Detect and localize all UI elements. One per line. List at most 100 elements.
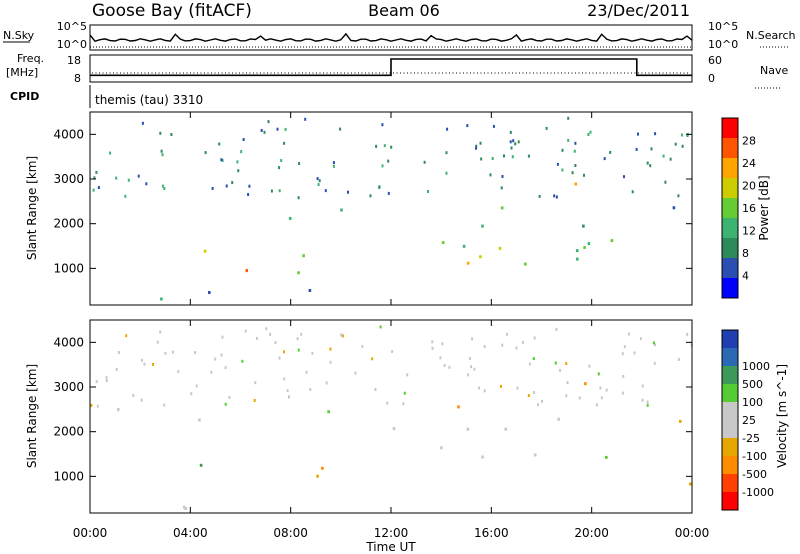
scatter-cell [583, 246, 586, 249]
scatter-cell [220, 353, 223, 357]
scatter-cell [278, 356, 281, 360]
scatter-cell [245, 269, 249, 273]
freq-label-line2: [MHz] [6, 66, 38, 79]
scatter-cell [479, 141, 482, 145]
scatter-cell [332, 161, 335, 165]
power-scatter [92, 116, 689, 301]
scatter-cell [489, 173, 492, 177]
x-tick-label: 00:00 [73, 526, 108, 540]
colorbar-tick-label: -25 [742, 432, 760, 445]
scatter-cell [391, 350, 394, 353]
scatter-cell [503, 154, 505, 158]
scatter-cell [537, 403, 539, 407]
scatter-cell [381, 164, 384, 168]
scatter-cell [600, 396, 603, 400]
scatter-cell [573, 149, 576, 153]
scatter-cell [347, 190, 349, 194]
scatter-cell [509, 140, 512, 144]
freq-label-line1: Freq. [17, 52, 44, 65]
scatter-cell [159, 131, 162, 135]
scatter-cell [318, 179, 321, 183]
scatter-cell [605, 455, 608, 459]
scatter-cell [475, 146, 477, 150]
scatter-cell [387, 159, 390, 163]
scatter-cell [163, 403, 166, 407]
scatter-cell [517, 140, 520, 144]
scatter-cell [628, 332, 630, 336]
scatter-cell [95, 170, 98, 174]
scatter-cell [677, 194, 680, 198]
scatter-cell [553, 194, 556, 198]
scatter-cell [483, 389, 486, 393]
scatter-cell [478, 386, 481, 390]
scatter-cell [545, 126, 548, 130]
scatter-cell [669, 157, 672, 161]
scatter-cell [286, 389, 289, 393]
scatter-cell [510, 146, 513, 150]
scatter-cell [390, 145, 393, 149]
scatter-cell [567, 138, 570, 142]
scatter-cell [203, 249, 207, 253]
scatter-cell [96, 404, 99, 408]
scatter-cell [132, 393, 135, 397]
scatter-cell [161, 184, 164, 188]
scatter-cell [182, 505, 186, 509]
scatter-cell [305, 370, 308, 374]
scatter-cell [231, 181, 234, 185]
scatter-cell [635, 147, 638, 151]
scatter-cell [339, 127, 342, 131]
scatter-cell [160, 297, 163, 301]
scatter-cell [623, 345, 626, 349]
scatter-cell [324, 189, 327, 193]
scatter-cell [115, 368, 118, 371]
colorbar-swatch [722, 178, 738, 199]
scatter-cell [332, 164, 335, 168]
colorbar-swatch [722, 402, 738, 421]
scatter-cell [483, 345, 486, 348]
scatter-cell [427, 190, 429, 193]
scatter-cell [595, 403, 598, 407]
scatter-cell [431, 340, 434, 344]
scatter-cell [325, 381, 328, 385]
scatter-cell [641, 384, 644, 388]
y-tick-label: 1000 [53, 261, 84, 275]
scatter-cell [340, 208, 343, 212]
scatter-cell [177, 370, 180, 373]
power-colorbar-label: Power [dB] [757, 175, 771, 240]
colorbar-swatch [722, 420, 738, 439]
scatter-cell [329, 360, 332, 364]
scatter-cell [329, 347, 332, 351]
scatter-cell [559, 368, 562, 372]
scatter-cell [221, 159, 224, 162]
scatter-cell [302, 254, 305, 258]
nsky-label: N.Sky [3, 29, 35, 42]
colorbar-swatch [722, 198, 738, 219]
scatter-cell [423, 160, 426, 164]
scatter-cell [575, 249, 579, 253]
scatter-cell [170, 133, 173, 136]
colorbar-tick-label: 16 [742, 202, 756, 215]
scatter-cell [457, 405, 460, 409]
scatter-cell [375, 144, 378, 148]
scatter-cell [557, 417, 560, 421]
scatter-cell [369, 194, 372, 198]
station-title: Goose Bay (fitACF) [92, 1, 252, 21]
scatter-cell [361, 344, 364, 348]
scatter-cell [677, 357, 680, 361]
y-tick-label: 1000 [53, 469, 84, 483]
colorbar-tick-label: -1000 [742, 486, 774, 499]
scatter-cell [468, 357, 471, 360]
scatter-cell [92, 188, 95, 192]
scatter-cell [309, 388, 312, 391]
velocity-colorbar: -1000 -500 -100 -25 25 100 500 1000 [721, 329, 774, 511]
scatter-cell [561, 148, 564, 152]
colorbar-tick-label: 8 [742, 247, 749, 260]
velocity-panel-frame [89, 319, 693, 514]
scatter-cell [237, 169, 240, 173]
colorbar-swatch [722, 218, 738, 239]
velocity-colorbar-label: Velocity [m s^-1] [775, 364, 789, 468]
scatter-cell [475, 144, 478, 148]
scatter-cell [374, 388, 377, 391]
scatter-cell [443, 364, 446, 367]
